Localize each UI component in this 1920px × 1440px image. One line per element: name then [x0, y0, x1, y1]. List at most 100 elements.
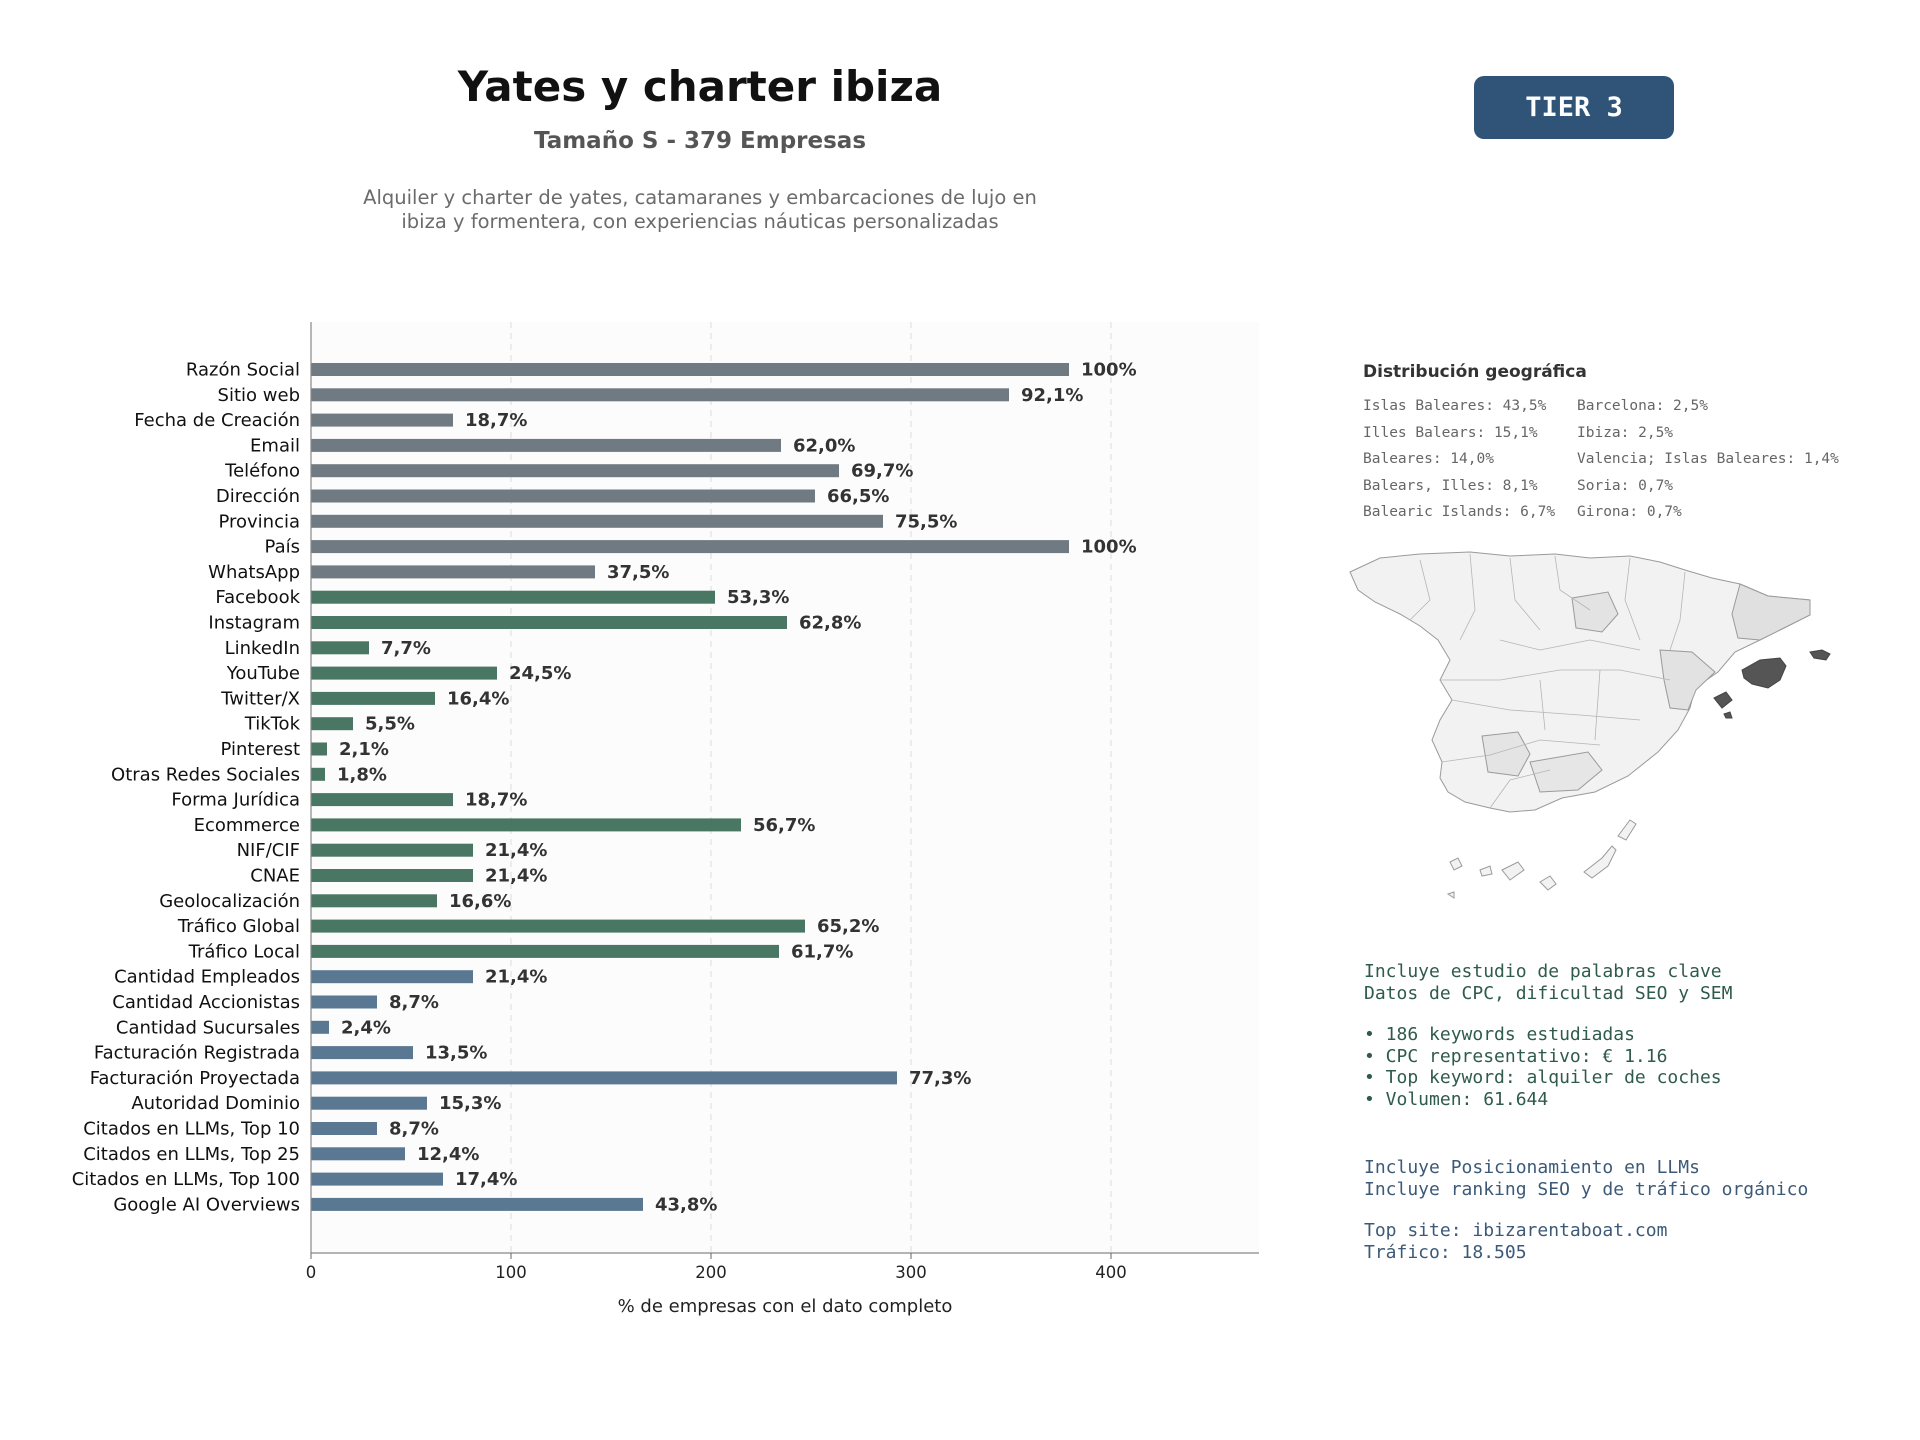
value-label: 62,8%	[799, 613, 861, 634]
bar	[311, 363, 1069, 376]
category-label: Facebook	[215, 587, 300, 608]
category-labels: Razón Social Sitio web Fecha de Creación Em…	[72, 360, 301, 1216]
value-label: 53,3%	[727, 587, 789, 608]
category-label: Pinterest	[220, 739, 300, 760]
region-shape	[1731, 583, 1811, 641]
llm-info-line: Incluye ranking SEO y de tráfico orgánic…	[1364, 1178, 1809, 1200]
category-label: Sitio web	[218, 385, 300, 406]
bar	[311, 894, 437, 908]
category-label: TikTok	[244, 714, 301, 735]
value-label: 2,1%	[339, 739, 389, 760]
geo-row: Baleares: 14,0% Valencia; Islas Baleares:…	[1363, 451, 1839, 478]
bar	[311, 1096, 427, 1110]
category-label: Twitter/X	[220, 688, 300, 709]
menorca-shape	[1809, 649, 1831, 661]
mallorca-shape	[1741, 657, 1787, 689]
category-label: Dirección	[216, 486, 300, 507]
x-tick-label: 200	[695, 1263, 727, 1282]
bar	[311, 464, 839, 478]
canary-island-shape	[1446, 891, 1455, 899]
description-line-1: Alquiler y charter de yates, catamaranes…	[363, 186, 1037, 209]
region-shape	[1529, 751, 1603, 793]
value-label: 18,7%	[465, 790, 527, 811]
value-label: 13,5%	[425, 1043, 487, 1064]
value-label: 7,7%	[381, 638, 431, 659]
value-label: 17,4%	[455, 1169, 517, 1190]
canary-island-shape	[1501, 861, 1525, 881]
bar	[311, 793, 453, 807]
value-label: 77,3%	[909, 1068, 971, 1089]
bar	[311, 995, 377, 1009]
category-label: Citados en LLMs, Top 100	[72, 1169, 300, 1190]
canary-island-shape	[1583, 845, 1617, 879]
value-label: 66,5%	[827, 486, 889, 507]
value-label: 37,5%	[607, 562, 669, 583]
province-border	[1409, 553, 1686, 809]
canary-island-shape	[1539, 875, 1557, 891]
value-label: 18,7%	[465, 410, 527, 431]
category-label: Teléfono	[224, 461, 300, 482]
bar	[311, 514, 883, 528]
x-tick-labels: 0 100 200 300 400	[306, 1253, 1127, 1282]
value-label: 8,7%	[389, 992, 439, 1013]
category-label: Razón Social	[186, 360, 300, 381]
geo-entry: Valencia; Islas Baleares: 1,4%	[1577, 451, 1839, 467]
category-label: Facturación Registrada	[94, 1043, 300, 1064]
canary-island-shape	[1617, 819, 1637, 841]
geo-row: Balearic Islands: 6,7% Girona: 0,7%	[1363, 504, 1839, 531]
page-description: Alquiler y charter de yates, catamaranes…	[300, 186, 1100, 234]
bar	[311, 944, 779, 958]
geo-entry: Illes Balears: 15,1%	[1363, 424, 1538, 441]
value-label: 12,4%	[417, 1144, 479, 1165]
region-shape	[1481, 731, 1531, 777]
category-label: Instagram	[208, 613, 300, 634]
category-label: País	[265, 537, 300, 558]
region-shape	[1659, 649, 1716, 711]
category-label: YouTube	[226, 663, 300, 684]
geo-entry: Girona: 0,7%	[1577, 504, 1682, 520]
category-label: Tráfico Global	[177, 916, 300, 937]
x-tick-label: 0	[306, 1263, 317, 1282]
value-label: 15,3%	[439, 1093, 501, 1114]
value-label: 69,7%	[851, 461, 913, 482]
category-label: Citados en LLMs, Top 10	[83, 1119, 300, 1140]
page-subtitle: Tamaño S - 379 Empresas	[533, 128, 867, 154]
value-label: 21,4%	[485, 866, 547, 887]
category-label: Cantidad Accionistas	[112, 992, 300, 1013]
bar	[311, 1046, 413, 1060]
bar	[311, 1197, 643, 1211]
value-label: 16,4%	[447, 688, 509, 709]
bars	[311, 363, 1069, 1211]
geo-row: Illes Balears: 15,1% Ibiza: 2,5%	[1363, 425, 1839, 452]
value-label: 1,8%	[337, 764, 387, 785]
bar	[311, 742, 327, 756]
value-labels: 100% 92,1% 18,7% 62,0% 69,7% 66,5% 75,5% 100% 37…	[337, 360, 1137, 1216]
value-label: 21,4%	[485, 967, 547, 988]
value-label: 61,7%	[791, 941, 853, 962]
category-label: Facturación Proyectada	[90, 1068, 300, 1089]
peninsula-shape	[1349, 551, 1811, 813]
geo-entry: Soria: 0,7%	[1577, 477, 1674, 494]
category-label: Email	[250, 435, 300, 456]
geo-entry: Balearic Islands: 6,7%	[1363, 504, 1556, 520]
bar	[311, 641, 369, 655]
bar	[311, 1020, 329, 1034]
keywords-bullet: • CPC representativo: € 1.16	[1364, 1045, 1668, 1067]
category-label: Geolocalización	[159, 891, 300, 912]
value-label: 100%	[1081, 360, 1137, 381]
value-label: 65,2%	[817, 916, 879, 937]
tier-badge: TIER 3	[1474, 76, 1674, 139]
bar	[311, 489, 815, 503]
category-label: Citados en LLMs, Top 25	[83, 1144, 300, 1165]
bar	[311, 388, 1009, 402]
category-label: Forma Jurídica	[171, 790, 300, 811]
bar	[311, 1147, 405, 1161]
canary-island-shape	[1449, 857, 1463, 871]
geo-distribution-list: Islas Baleares: 43,5% Barcelona: 2,5% Ill…	[1363, 398, 1839, 531]
keywords-info: Incluye estudio de palabras clave Datos …	[1364, 961, 1732, 1110]
geo-entry: Ibiza: 2,5%	[1577, 424, 1674, 441]
canary-island-shape	[1479, 865, 1493, 877]
page-title: Yates y charter ibiza	[457, 62, 943, 111]
bar	[311, 540, 1069, 554]
bar	[311, 1122, 377, 1135]
